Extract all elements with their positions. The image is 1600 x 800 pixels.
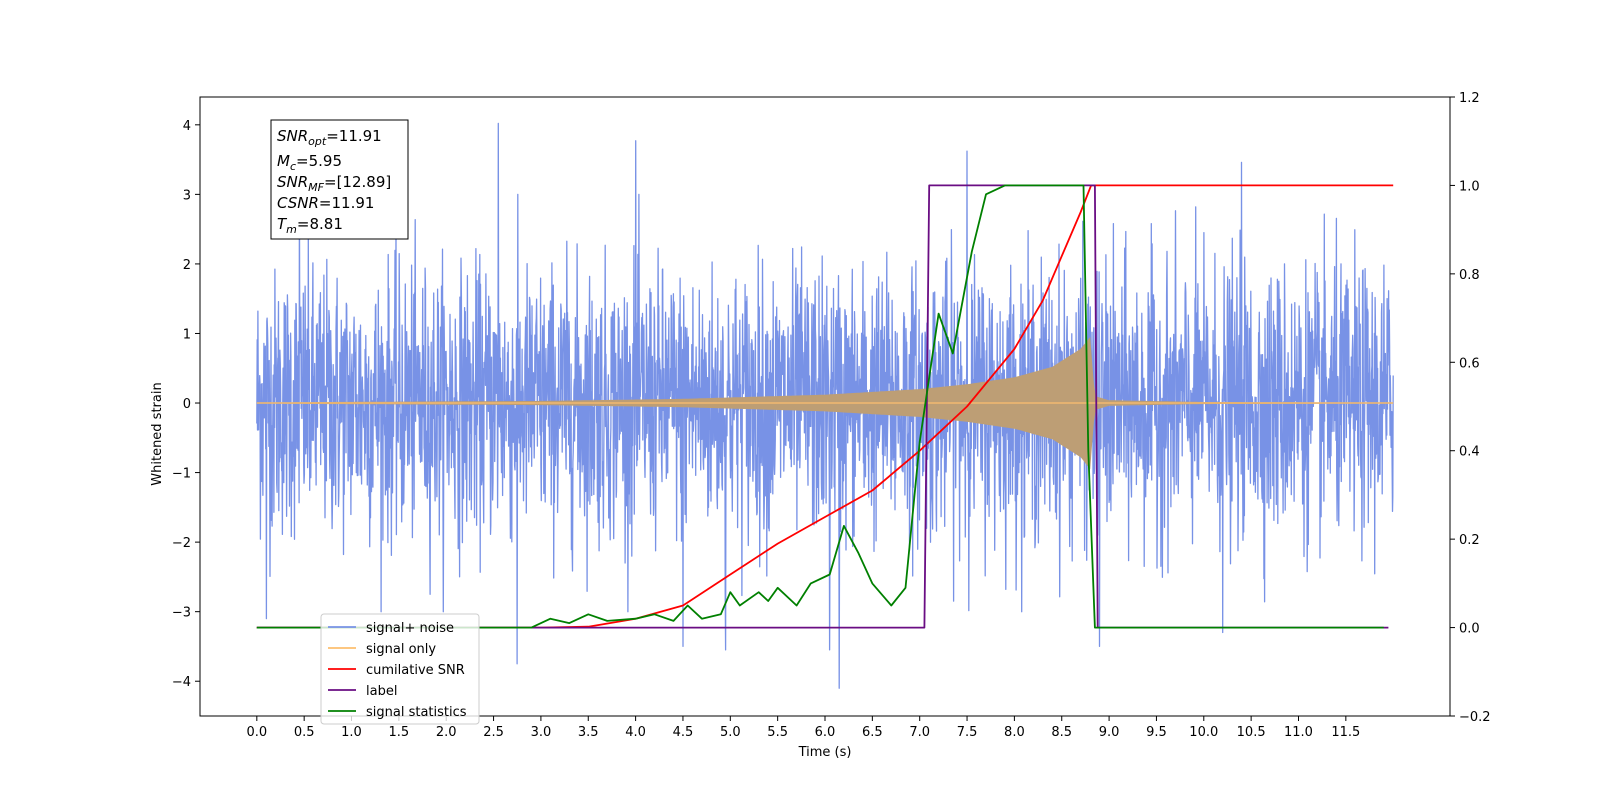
legend-frame bbox=[320, 613, 480, 725]
x-tick-label: 3.0 bbox=[531, 725, 552, 740]
y-tick-label: −2 bbox=[172, 536, 191, 551]
x-tick-label: 10.5 bbox=[1237, 725, 1266, 740]
series-line-signal-statistics bbox=[256, 184, 1384, 629]
y-tick-label: 3 bbox=[183, 188, 191, 203]
x-tick-label: 6.0 bbox=[815, 725, 836, 740]
x-tick-label: 1.0 bbox=[341, 725, 362, 740]
x-tick-label: 2.5 bbox=[483, 725, 504, 740]
x-tick-label: 7.5 bbox=[957, 725, 978, 740]
y-tick-label: 1 bbox=[183, 327, 191, 342]
x-axis: 0.0 0.5 1.0 1.5 2.0 2.5 3.0 3.5 4.0 4.5 5.0 5.5 6.0 6… bbox=[246, 716, 1360, 740]
series-line-signal-noise bbox=[256, 122, 1394, 689]
annotation-csnr: CSNR=11.91 bbox=[277, 194, 374, 212]
legend-label: signal statistics bbox=[366, 705, 467, 720]
x-tick-label: 11.5 bbox=[1331, 725, 1360, 740]
x-tick-label: 5.0 bbox=[720, 725, 741, 740]
x-tick-label: 9.0 bbox=[1099, 725, 1120, 740]
y-tick-label: −3 bbox=[172, 606, 191, 621]
annotation-frame bbox=[270, 119, 409, 240]
annotation-snr-opt: SNRopt=11.91 bbox=[277, 127, 382, 148]
annotation-chirp-mass: Mc=5.95 bbox=[277, 152, 342, 173]
y2-tick-label: 0.8 bbox=[1459, 268, 1480, 283]
x-tick-label: 10.0 bbox=[1189, 725, 1218, 740]
legend-label: cumilative SNR bbox=[366, 663, 465, 678]
y-tick-label: 4 bbox=[183, 119, 191, 134]
annotation-merger-time: Tm=8.81 bbox=[277, 215, 343, 236]
y-tick-label: 0 bbox=[183, 397, 191, 412]
y-axis-label: Whitened strain bbox=[150, 382, 165, 485]
x-tick-label: 3.5 bbox=[578, 725, 599, 740]
x-tick-label: 7.0 bbox=[909, 725, 930, 740]
x-tick-label: 0.5 bbox=[294, 725, 315, 740]
x-axis-label: Time (s) bbox=[798, 745, 852, 760]
x-tick-label: 4.0 bbox=[625, 725, 646, 740]
x-tick-label: 8.0 bbox=[1004, 725, 1025, 740]
x-tick-label: 6.5 bbox=[862, 725, 883, 740]
x-tick-label: 1.5 bbox=[389, 725, 410, 740]
annotation-box: SNRopt=11.91 Mc=5.95 SNRMF=[12.89] CSNR=… bbox=[270, 119, 409, 240]
legend: signal+ noise signal only cumilative SNR la… bbox=[320, 613, 480, 725]
y-tick-label: 2 bbox=[183, 258, 191, 273]
y2-tick-label: 0.6 bbox=[1459, 356, 1480, 371]
x-tick-label: 5.5 bbox=[767, 725, 788, 740]
series-line-cumilative-snr bbox=[256, 184, 1394, 629]
legend-label: signal only bbox=[366, 642, 436, 657]
x-tick-label: 2.0 bbox=[436, 725, 457, 740]
legend-label: signal+ noise bbox=[366, 621, 454, 636]
annotation-snr-mf: SNRMF=[12.89] bbox=[277, 173, 391, 194]
y2-tick-label: −0.2 bbox=[1459, 710, 1491, 725]
y2-tick-label: 1.0 bbox=[1459, 179, 1480, 194]
y-tick-label: −1 bbox=[172, 467, 191, 482]
x-tick-label: 8.5 bbox=[1051, 725, 1072, 740]
y-axis-left: 4 3 2 1 0 −1 −2 −3 −4 bbox=[172, 119, 200, 690]
x-tick-label: 11.0 bbox=[1284, 725, 1313, 740]
y-axis-right: 1.2 1.0 0.8 0.6 0.4 0.2 0.0 −0.2 bbox=[1450, 91, 1491, 725]
x-tick-label: 4.5 bbox=[673, 725, 694, 740]
y2-tick-label: 0.0 bbox=[1459, 622, 1480, 637]
y-tick-label: −4 bbox=[172, 675, 191, 690]
series-layer bbox=[256, 122, 1394, 689]
y2-tick-label: 1.2 bbox=[1459, 91, 1480, 106]
x-tick-label: 9.5 bbox=[1146, 725, 1167, 740]
y2-tick-label: 0.4 bbox=[1459, 445, 1480, 460]
legend-label: label bbox=[366, 684, 397, 699]
x-tick-label: 0.0 bbox=[246, 725, 267, 740]
y2-tick-label: 0.2 bbox=[1459, 533, 1480, 548]
